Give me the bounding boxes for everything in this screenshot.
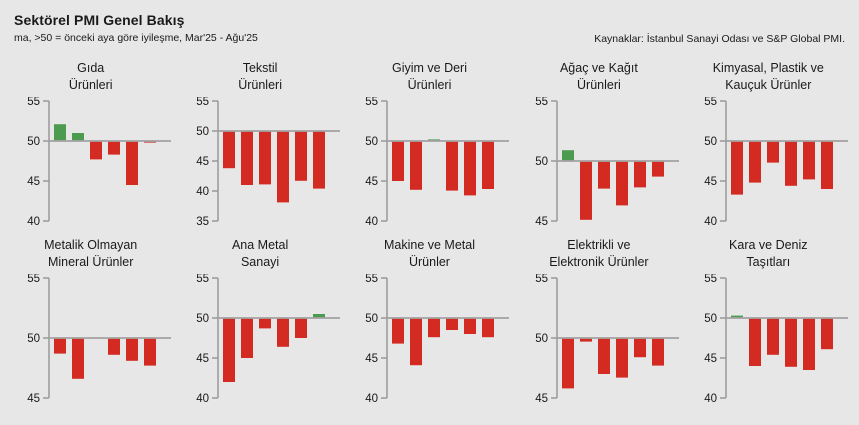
svg-text:55: 55 <box>27 274 40 285</box>
chart-title: Makine ve Metal Ürünler <box>383 238 475 270</box>
svg-text:40: 40 <box>704 216 717 227</box>
svg-text:55: 55 <box>196 97 209 108</box>
svg-text:45: 45 <box>704 176 717 188</box>
svg-text:40: 40 <box>196 186 209 198</box>
chart-card-metalik-olmayan: Metalik Olmayan Mineral Ürünler 45 50 55 <box>6 235 175 404</box>
svg-text:45: 45 <box>366 353 379 365</box>
svg-text:50: 50 <box>196 126 209 138</box>
chart-grid: Gıda Ürünleri 40 45 50 55 Tekstil Ürünleri … <box>0 58 859 404</box>
bar-chart-kimyasal: 40 45 50 55 <box>688 97 849 227</box>
svg-text:50: 50 <box>196 313 209 325</box>
svg-text:45: 45 <box>196 156 209 168</box>
chart-title: Gıda Ürünleri <box>68 61 113 93</box>
svg-text:40: 40 <box>27 216 40 227</box>
chart-card-makine-metal: Makine ve Metal Ürünler 40 45 50 55 <box>345 235 514 404</box>
bar-chart-agac-kagit: 45 50 55 <box>519 97 679 227</box>
chart-card-ana-metal: Ana Metal Sanayi 40 45 50 55 <box>175 235 344 404</box>
svg-text:45: 45 <box>704 353 717 365</box>
bar-chart-elektrikli: 45 50 55 <box>519 274 679 404</box>
svg-text:35: 35 <box>196 216 209 227</box>
svg-text:50: 50 <box>535 333 548 345</box>
page-subtitle: ma, >50 = önceki aya göre iyileşme, Mar'… <box>14 32 258 44</box>
chart-title: Kara ve Deniz Taşıtları <box>729 238 808 270</box>
svg-text:55: 55 <box>704 274 717 285</box>
bar-chart-ana-metal: 40 45 50 55 <box>180 274 341 404</box>
svg-text:50: 50 <box>704 313 717 325</box>
chart-card-giyim-deri: Giyim ve Deri Ürünleri 40 45 50 55 <box>345 58 514 227</box>
svg-text:55: 55 <box>27 97 40 108</box>
page-title: Sektörel PMI Genel Bakış <box>14 12 185 28</box>
chart-card-kimyasal: Kimyasal, Plastik ve Kauçuk Ürünler 40 45… <box>684 58 853 227</box>
chart-card-tekstil: Tekstil Ürünleri 35 40 45 50 55 <box>175 58 344 227</box>
svg-text:55: 55 <box>366 274 379 285</box>
chart-title: Ağaç ve Kağıt Ürünleri <box>559 61 638 93</box>
svg-text:50: 50 <box>27 333 40 345</box>
chart-card-agac-kagit: Ağaç ve Kağıt Ürünleri 45 50 55 <box>514 58 683 227</box>
chart-title: Tekstil Ürünleri <box>238 61 282 93</box>
source-note: Kaynaklar: İstanbul Sanayi Odası ve S&P … <box>594 33 845 45</box>
svg-text:45: 45 <box>535 216 548 227</box>
svg-text:55: 55 <box>196 274 209 285</box>
chart-title: Kimyasal, Plastik ve Kauçuk Ürünler <box>712 61 824 93</box>
bar-chart-kara-deniz: 40 45 50 55 <box>688 274 849 404</box>
bar-chart-tekstil: 35 40 45 50 55 <box>180 97 341 227</box>
chart-card-gida: Gıda Ürünleri 40 45 50 55 <box>6 58 175 227</box>
svg-text:55: 55 <box>704 97 717 108</box>
chart-card-elektrikli: Elektrikli ve Elektronik Ürünler 45 50 55 <box>514 235 683 404</box>
svg-text:45: 45 <box>535 393 548 404</box>
bar-chart-gida: 40 45 50 55 <box>11 97 171 227</box>
bar-chart-metalik-olmayan: 45 50 55 <box>11 274 171 404</box>
chart-title: Metalik Olmayan Mineral Ürünler <box>44 238 138 270</box>
svg-text:45: 45 <box>27 176 40 188</box>
svg-text:55: 55 <box>535 97 548 108</box>
chart-title: Giyim ve Deri Ürünleri <box>391 61 467 93</box>
svg-text:50: 50 <box>366 136 379 148</box>
bar-chart-giyim-deri: 40 45 50 55 <box>349 97 510 227</box>
chart-card-kara-deniz: Kara ve Deniz Taşıtları 40 45 50 55 <box>684 235 853 404</box>
svg-text:40: 40 <box>366 216 379 227</box>
svg-text:50: 50 <box>704 136 717 148</box>
svg-text:55: 55 <box>366 97 379 108</box>
chart-title: Elektrikli ve Elektronik Ürünler <box>549 238 649 270</box>
svg-text:50: 50 <box>27 136 40 148</box>
svg-text:45: 45 <box>196 353 209 365</box>
page-header: Sektörel PMI Genel Bakış ma, >50 = öncek… <box>0 0 859 52</box>
svg-text:45: 45 <box>27 393 40 404</box>
svg-text:50: 50 <box>366 313 379 325</box>
chart-title: Ana Metal Sanayi <box>231 238 289 270</box>
svg-text:45: 45 <box>366 176 379 188</box>
svg-text:40: 40 <box>366 393 379 404</box>
svg-text:55: 55 <box>535 274 548 285</box>
svg-text:40: 40 <box>196 393 209 404</box>
bar-chart-makine-metal: 40 45 50 55 <box>349 274 510 404</box>
svg-text:50: 50 <box>535 156 548 168</box>
svg-text:40: 40 <box>704 393 717 404</box>
